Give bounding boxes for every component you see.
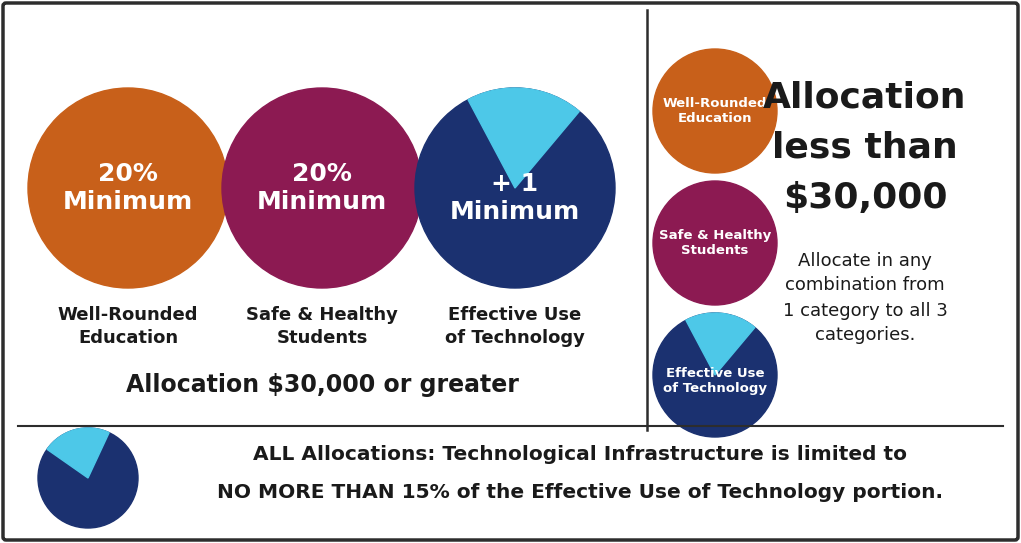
Text: Allocation $30,000 or greater: Allocation $30,000 or greater <box>126 373 519 397</box>
Text: Well-Rounded
Education: Well-Rounded Education <box>663 97 767 125</box>
Text: Effective Use
of Technology: Effective Use of Technology <box>663 367 767 395</box>
Text: Allocation: Allocation <box>764 81 967 115</box>
Wedge shape <box>47 428 109 478</box>
Wedge shape <box>468 88 579 188</box>
Text: ALL Allocations: Technological Infrastructure is limited to: ALL Allocations: Technological Infrastru… <box>253 445 907 464</box>
Text: Well-Rounded
Education: Well-Rounded Education <box>58 306 198 347</box>
Text: 20%
Minimum: 20% Minimum <box>63 162 193 214</box>
Text: Safe & Healthy
Students: Safe & Healthy Students <box>246 306 398 347</box>
Text: Allocate in any
combination from
1 category to all 3
categories.: Allocate in any combination from 1 categ… <box>782 251 947 344</box>
Text: Effective Use
of Technology: Effective Use of Technology <box>445 306 585 347</box>
Wedge shape <box>686 313 755 375</box>
Text: NO MORE THAN 15% of the Effective Use of Technology portion.: NO MORE THAN 15% of the Effective Use of… <box>217 483 943 502</box>
Text: $30,000: $30,000 <box>783 181 947 215</box>
Circle shape <box>222 88 422 288</box>
Circle shape <box>653 313 777 437</box>
Text: 20%
Minimum: 20% Minimum <box>257 162 387 214</box>
Text: Safe & Healthy
Students: Safe & Healthy Students <box>659 229 771 257</box>
Circle shape <box>653 181 777 305</box>
Circle shape <box>653 49 777 173</box>
FancyBboxPatch shape <box>3 3 1018 540</box>
Circle shape <box>28 88 228 288</box>
Text: less than: less than <box>772 131 958 165</box>
Circle shape <box>415 88 615 288</box>
Circle shape <box>38 428 138 528</box>
Text: + 1
Minimum: + 1 Minimum <box>450 172 580 224</box>
